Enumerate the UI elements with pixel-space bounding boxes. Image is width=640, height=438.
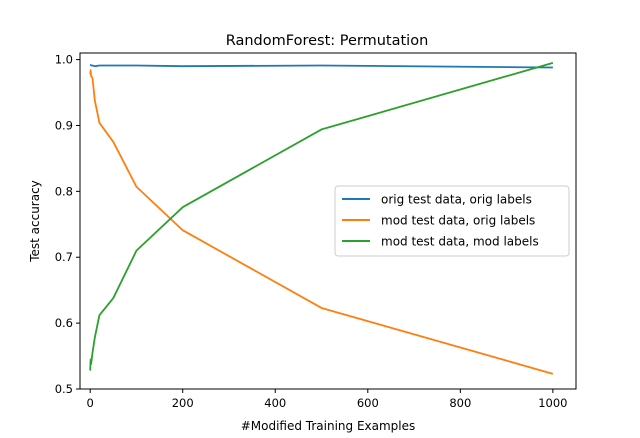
y-axis-label: Test accuracy: [28, 180, 42, 263]
y-tick-label: 0.8: [55, 184, 73, 198]
x-tick-label: 1000: [538, 396, 567, 410]
legend: orig test data, orig labels mod test dat…: [334, 185, 570, 257]
x-axis-ticks: 0 200 400 600 800 1000: [87, 389, 568, 410]
legend-entry-mod-test-mod-labels: mod test data, mod labels: [381, 235, 539, 249]
x-tick-label: 800: [449, 396, 471, 410]
y-tick-label: 0.7: [55, 250, 73, 264]
legend-entry-mod-test-orig-labels: mod test data, orig labels: [381, 214, 535, 228]
x-tick-label: 0: [87, 396, 94, 410]
y-tick-label: 0.5: [55, 382, 73, 396]
plot-area-frame: [79, 52, 577, 390]
legend-entry-orig-test-orig-labels: orig test data, orig labels: [381, 193, 532, 207]
y-tick-label: 0.9: [55, 118, 73, 132]
chart-title: RandomForest: Permutation: [226, 33, 429, 49]
series-line-1: [89, 69, 554, 375]
x-tick-label: 200: [172, 396, 194, 410]
series-lines: [89, 62, 554, 375]
y-tick-label: 0.6: [55, 316, 73, 330]
series-line-2: [89, 62, 554, 371]
series-line-0: [89, 63, 553, 69]
legend-box: [334, 185, 570, 257]
x-tick-label: 400: [264, 396, 286, 410]
x-axis-label: #Modified Training Examples: [241, 419, 416, 433]
y-tick-label: 1.0: [55, 53, 73, 67]
y-axis-ticks: 0.5 0.6 0.7 0.8 0.9 1.0: [55, 53, 80, 396]
x-tick-label: 600: [357, 396, 379, 410]
